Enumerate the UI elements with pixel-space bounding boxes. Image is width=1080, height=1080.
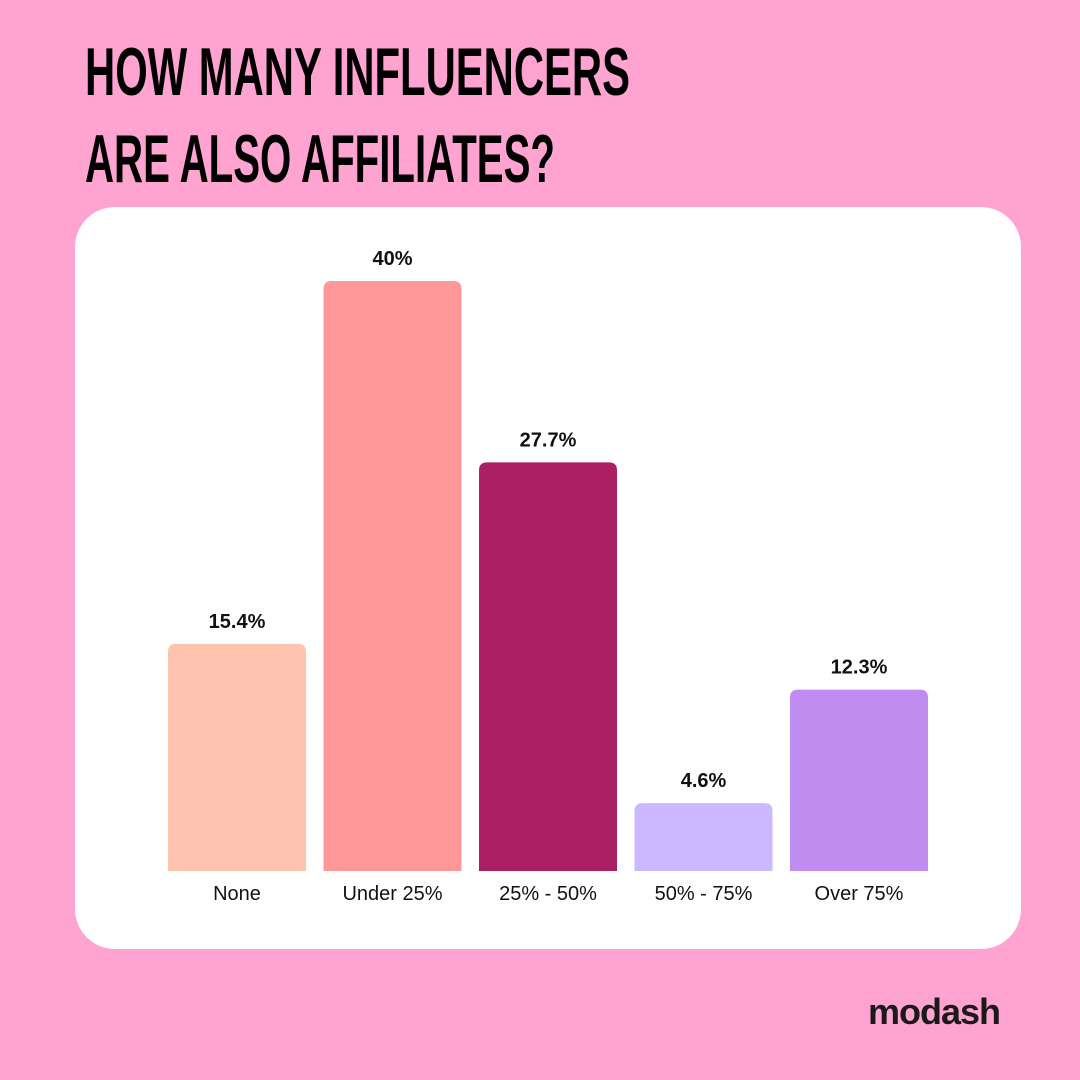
x-tick-label: Over 75% [815, 883, 904, 905]
value-label: 12.3% [831, 657, 888, 679]
x-tick-label: None [213, 883, 261, 905]
bar [634, 803, 773, 871]
value-label: 40% [372, 248, 412, 270]
bar [323, 281, 462, 871]
value-label: 27.7% [520, 429, 577, 451]
value-label: 15.4% [209, 611, 266, 633]
value-label: 4.6% [681, 770, 727, 792]
chart-title: HOW MANY INFLUENCERS [85, 34, 630, 110]
x-tick-label: 25% - 50% [499, 883, 597, 905]
bar [790, 689, 928, 871]
x-tick-label: 50% - 75% [655, 883, 753, 905]
chart-title: ARE ALSO AFFILIATES? [85, 121, 555, 197]
x-tick-label: Under 25% [342, 883, 442, 905]
bar [168, 643, 306, 871]
brand-logo: modash [868, 991, 1000, 1032]
bar [479, 462, 617, 871]
